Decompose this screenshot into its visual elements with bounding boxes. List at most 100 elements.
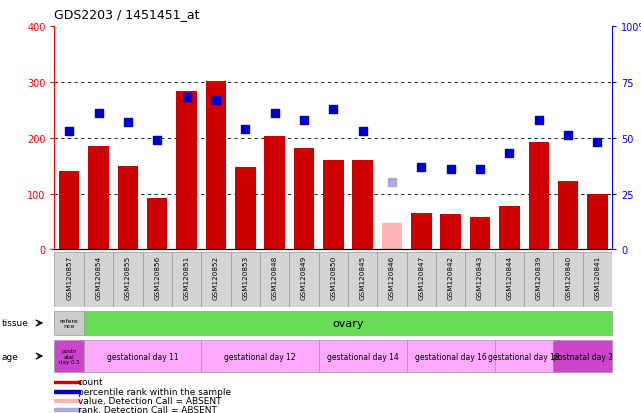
Text: GSM120843: GSM120843 — [477, 255, 483, 299]
Bar — [201, 252, 231, 308]
Text: gestational day 18: gestational day 18 — [488, 352, 560, 361]
Bar — [528, 142, 549, 250]
Bar — [54, 408, 80, 411]
Text: GSM120846: GSM120846 — [389, 255, 395, 299]
Point — [122, 119, 133, 126]
Text: GSM120850: GSM120850 — [330, 255, 337, 299]
Bar — [411, 214, 431, 250]
Text: GSM120842: GSM120842 — [447, 255, 454, 299]
Text: GSM120852: GSM120852 — [213, 255, 219, 299]
Bar — [436, 252, 465, 308]
Bar — [470, 218, 490, 250]
Text: GSM120854: GSM120854 — [96, 255, 101, 299]
Bar — [172, 252, 201, 308]
Bar — [323, 161, 344, 250]
Text: postn
atal
day 0.5: postn atal day 0.5 — [59, 348, 79, 365]
Bar — [465, 252, 495, 308]
Bar — [587, 194, 608, 250]
Text: value, Detection Call = ABSENT: value, Detection Call = ABSENT — [78, 396, 221, 405]
Point — [240, 126, 251, 133]
Text: GSM120857: GSM120857 — [66, 255, 72, 299]
Text: GSM120839: GSM120839 — [536, 255, 542, 299]
Text: gestational day 14: gestational day 14 — [327, 352, 399, 361]
Bar — [54, 381, 80, 383]
Bar — [54, 390, 80, 392]
Point — [504, 151, 515, 157]
Bar — [583, 252, 612, 308]
Point — [152, 137, 162, 144]
Point — [445, 166, 456, 173]
Bar — [54, 399, 80, 402]
Bar — [378, 252, 406, 308]
Text: GSM120845: GSM120845 — [360, 255, 365, 299]
Bar — [264, 137, 285, 250]
Bar — [231, 252, 260, 308]
Text: GSM120851: GSM120851 — [183, 255, 190, 299]
Bar — [406, 340, 495, 373]
Bar — [499, 206, 520, 250]
Bar — [176, 92, 197, 250]
Text: tissue: tissue — [1, 319, 28, 328]
Point — [534, 117, 544, 124]
Point — [475, 166, 485, 173]
Text: GSM120847: GSM120847 — [419, 255, 424, 299]
Text: age: age — [1, 352, 18, 361]
Text: GSM120848: GSM120848 — [272, 255, 278, 299]
Text: count: count — [78, 377, 104, 387]
Bar — [353, 161, 373, 250]
Bar — [235, 168, 256, 250]
Bar — [201, 340, 319, 373]
Point — [64, 128, 74, 135]
Bar — [88, 147, 109, 250]
Bar — [406, 252, 436, 308]
Point — [592, 140, 603, 146]
Point — [328, 106, 338, 113]
Bar — [289, 252, 319, 308]
Bar — [553, 340, 612, 373]
Bar — [558, 182, 578, 250]
Point — [416, 164, 426, 171]
Point — [181, 95, 192, 102]
Bar — [147, 199, 167, 250]
Point — [94, 111, 104, 117]
Point — [299, 117, 309, 124]
Bar — [495, 340, 553, 373]
Bar — [348, 252, 378, 308]
Text: gestational day 12: gestational day 12 — [224, 352, 296, 361]
Text: gestational day 16: gestational day 16 — [415, 352, 487, 361]
Text: GSM120853: GSM120853 — [242, 255, 248, 299]
Bar — [59, 172, 79, 250]
Bar — [382, 223, 403, 250]
Text: GSM120841: GSM120841 — [594, 255, 601, 299]
Bar — [440, 215, 461, 250]
Text: GSM120849: GSM120849 — [301, 255, 307, 299]
Text: rank, Detection Call = ABSENT: rank, Detection Call = ABSENT — [78, 406, 217, 413]
Text: GSM120844: GSM120844 — [506, 255, 512, 299]
Text: GSM120840: GSM120840 — [565, 255, 571, 299]
Bar — [294, 148, 314, 250]
Text: refere
nce: refere nce — [60, 318, 79, 329]
Bar — [260, 252, 289, 308]
Bar — [524, 252, 553, 308]
Text: GSM120855: GSM120855 — [125, 255, 131, 299]
Bar — [54, 311, 84, 335]
Bar — [206, 81, 226, 250]
Point — [269, 111, 279, 117]
Point — [358, 128, 368, 135]
Text: ovary: ovary — [332, 318, 363, 328]
Bar — [553, 252, 583, 308]
Bar — [84, 340, 201, 373]
Bar — [495, 252, 524, 308]
Point — [211, 97, 221, 104]
Text: GDS2203 / 1451451_at: GDS2203 / 1451451_at — [54, 8, 200, 21]
Bar — [84, 252, 113, 308]
Bar — [142, 252, 172, 308]
Point — [563, 133, 573, 140]
Bar — [319, 252, 348, 308]
Bar — [113, 252, 142, 308]
Text: postnatal day 2: postnatal day 2 — [553, 352, 613, 361]
Text: GSM120856: GSM120856 — [154, 255, 160, 299]
Text: gestational day 11: gestational day 11 — [106, 352, 178, 361]
Bar — [54, 340, 84, 373]
Bar — [84, 311, 612, 335]
